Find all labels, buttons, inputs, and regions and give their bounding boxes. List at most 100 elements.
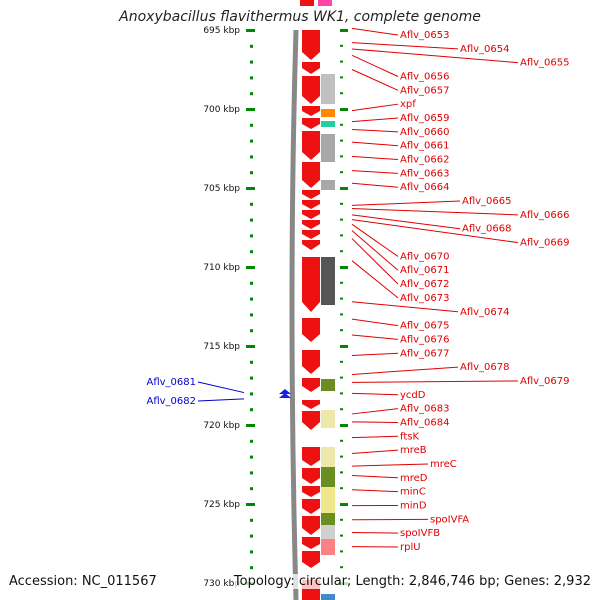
gene-label[interactable]: Aflv_0677 [400,348,450,359]
gene-label[interactable]: minD [400,500,427,511]
kbp-minor-tick [250,566,253,570]
gene-label[interactable]: Aflv_0678 [460,362,510,373]
gene-arrow[interactable] [302,411,320,430]
gene-label[interactable]: mreC [430,459,457,470]
gene-arrow[interactable] [302,499,320,514]
gene-arrow[interactable] [302,76,320,104]
gene-leader-line [351,408,399,415]
gene-arrow[interactable] [302,486,320,497]
gene-arrow[interactable] [302,468,320,484]
gene-label[interactable]: Aflv_0666 [520,210,570,221]
right-tick [340,250,343,253]
gene-label[interactable]: Aflv_0669 [520,238,570,249]
gene-label[interactable]: Aflv_0665 [462,196,512,207]
gene-label[interactable]: Aflv_0662 [400,155,450,166]
gene-arrow[interactable] [302,551,320,568]
gene-label[interactable]: Aflv_0664 [400,182,450,193]
gene-labels-left[interactable]: Aflv_0681 Aflv_0682 [146,377,245,407]
gene-label[interactable]: minC [400,487,426,498]
gene-arrow[interactable] [302,516,320,535]
gene-label[interactable]: Aflv_0656 [400,72,450,83]
gene-label[interactable]: Aflv_0683 [400,404,450,415]
gene-leader-line [351,214,461,230]
gene-arrow-reverse[interactable] [279,389,291,394]
gene-label[interactable]: Aflv_0668 [462,224,512,235]
gene-arrows[interactable] [279,30,320,600]
kbp-tick-label: 725 kbp [203,500,240,510]
gene-label[interactable]: xpf [400,99,416,110]
gene-label[interactable]: mreB [400,445,427,456]
kbp-minor-tick [250,171,253,175]
kbp-tick-label: 695 kbp [203,26,240,36]
gene-label[interactable]: Aflv_0670 [400,251,450,262]
gene-leader-line [351,421,399,423]
gene-leader-line [351,27,399,36]
gene-label[interactable]: Aflv_0674 [460,307,510,318]
kbp-tick-label: 700 kbp [203,105,240,115]
gene-label[interactable]: spoIVFB [400,528,440,539]
gene-arrow-reverse[interactable] [279,393,291,398]
gene-arrow[interactable] [302,210,320,219]
gene-label[interactable]: ftsK [400,431,419,442]
gene-arrow[interactable] [302,220,320,229]
gene-arrow[interactable] [302,257,320,312]
genome-backbone [289,29,299,600]
gene-label[interactable]: Aflv_0682 [146,396,196,407]
gene-arrow[interactable] [302,106,320,116]
gene-arrow[interactable] [302,200,320,209]
gene-label[interactable]: Aflv_0671 [400,265,450,276]
gene-leader-line [197,398,245,402]
gene-label[interactable]: Aflv_0655 [520,58,570,69]
gene-label[interactable]: Aflv_0673 [400,293,450,304]
gene-label[interactable]: rplU [400,542,421,553]
right-tick [340,313,343,316]
gene-arrow[interactable] [302,190,320,199]
right-tick [340,360,343,363]
kbp-minor-tick [250,313,253,317]
gene-label[interactable]: Aflv_0659 [400,113,450,124]
gene-label[interactable]: Aflv_0681 [146,377,196,388]
gene-label[interactable]: Aflv_0660 [400,127,450,138]
gene-arrow[interactable] [302,537,320,549]
gene-label[interactable]: Aflv_0661 [400,141,450,152]
gene-leader-line [351,475,399,479]
gene-label[interactable]: Aflv_0657 [400,85,450,96]
gene-label[interactable]: mreD [400,473,428,484]
gene-arrow[interactable] [302,350,320,374]
kbp-minor-tick [250,439,253,443]
gene-label[interactable]: Aflv_0675 [400,321,450,332]
gene-arrow[interactable] [302,318,320,342]
gene-arrow[interactable] [302,30,320,60]
gene-arrow[interactable] [302,162,320,188]
right-tick-marks [340,29,348,585]
gene-arrow[interactable] [302,240,320,250]
kbp-minor-tick [250,123,253,127]
gene-label[interactable]: Aflv_0684 [400,417,450,428]
gene-label[interactable]: Aflv_0679 [520,376,570,387]
gene-arrow[interactable] [302,400,320,409]
gene-leader-line [351,48,519,64]
gene-arrow[interactable] [302,118,320,129]
gene-arrow[interactable] [302,447,320,466]
gene-label[interactable]: Aflv_0672 [400,279,450,290]
gene-label[interactable]: Aflv_0653 [400,30,450,41]
right-tick [340,487,343,490]
gene-arrow[interactable] [302,378,320,392]
gene-leader-line [351,366,459,375]
gene-labels-right[interactable]: Aflv_0653 Aflv_0654 Aflv_0655 Aflv_0656 Aflv… [351,27,570,553]
right-tick [340,266,348,269]
kbp-minor-tick [250,92,253,96]
gene-label[interactable]: Aflv_0663 [400,168,450,179]
right-tick [340,376,343,379]
gene-label[interactable]: spoIVFA [430,514,469,525]
gene-leader-line [351,170,399,174]
gene-arrow[interactable] [302,230,320,239]
gene-label[interactable]: ycdD [400,390,426,401]
gene-label[interactable]: Aflv_0676 [400,334,450,345]
gene-label[interactable]: Aflv_0654 [460,44,510,55]
gene-arrow[interactable] [302,131,320,160]
gene-leader-line [351,238,399,285]
gene-leader-line [351,531,399,534]
gene-arrow[interactable] [302,62,320,74]
